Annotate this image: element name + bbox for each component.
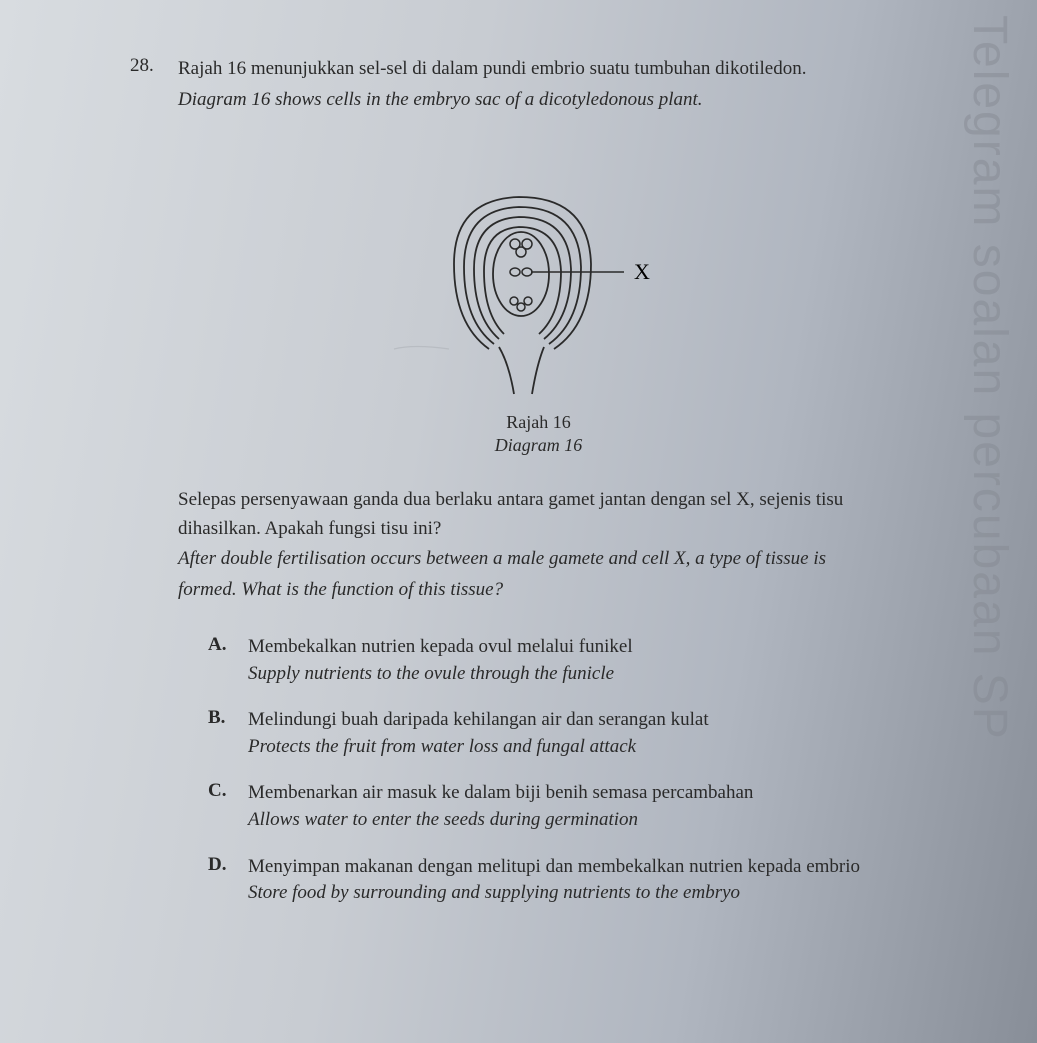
option-b: B. Melindungi buah daripada kehilangan a… <box>208 707 947 760</box>
body-text-en-2: formed. What is the function of this tis… <box>178 576 947 605</box>
question-number: 28. <box>130 55 160 77</box>
option-text-block: Membenarkan air masuk ke dalam biji beni… <box>248 780 947 833</box>
options-list: A. Membekalkan nutrien kepada ovul melal… <box>208 634 947 907</box>
option-text-en: Store food by surrounding and supplying … <box>248 880 947 907</box>
option-text-block: Menyimpan makanan dengan melitupi dan me… <box>248 854 947 907</box>
body-text-ms-1: Selepas persenyawaan ganda dua berlaku a… <box>178 486 947 515</box>
option-letter: B. <box>208 707 230 729</box>
option-text-ms: Membenarkan air masuk ke dalam biji beni… <box>248 780 947 807</box>
option-d: D. Menyimpan makanan dengan melitupi dan… <box>208 854 947 907</box>
option-letter: A. <box>208 634 230 656</box>
option-text-en: Allows water to enter the seeds during g… <box>248 807 947 834</box>
question-header: 28. Rajah 16 menunjukkan sel-sel di dala… <box>130 55 947 114</box>
diagram-caption-en: Diagram 16 <box>130 435 947 456</box>
option-a: A. Membekalkan nutrien kepada ovul melal… <box>208 634 947 687</box>
ovule-diagram: X <box>359 149 719 399</box>
body-text-en-1: After double fertilisation occurs betwee… <box>178 545 947 574</box>
option-text-en: Supply nutrients to the ovule through th… <box>248 661 947 688</box>
question-text-ms: Rajah 16 menunjukkan sel-sel di dalam pu… <box>178 55 947 84</box>
option-letter: C. <box>208 780 230 802</box>
question-text-block: Rajah 16 menunjukkan sel-sel di dalam pu… <box>178 55 947 114</box>
option-text-ms: Membekalkan nutrien kepada ovul melalui … <box>248 634 947 661</box>
question-text-en: Diagram 16 shows cells in the embryo sac… <box>178 86 947 115</box>
option-text-ms: Melindungi buah daripada kehilangan air … <box>248 707 947 734</box>
option-c: C. Membenarkan air masuk ke dalam biji b… <box>208 780 947 833</box>
option-text-ms: Menyimpan makanan dengan melitupi dan me… <box>248 854 947 881</box>
diagram-label-x: X <box>634 259 650 284</box>
question-body: Selepas persenyawaan ganda dua berlaku a… <box>178 486 947 907</box>
option-text-block: Melindungi buah daripada kehilangan air … <box>248 707 947 760</box>
body-text-ms-2: dihasilkan. Apakah fungsi tisu ini? <box>178 515 947 544</box>
option-text-en: Protects the fruit from water loss and f… <box>248 734 947 761</box>
option-letter: D. <box>208 854 230 876</box>
diagram-caption-ms: Rajah 16 <box>130 412 947 433</box>
diagram-container: X Rajah 16 Diagram 16 <box>130 149 947 456</box>
option-text-block: Membekalkan nutrien kepada ovul melalui … <box>248 634 947 687</box>
exam-page: 28. Rajah 16 menunjukkan sel-sel di dala… <box>0 0 1037 967</box>
